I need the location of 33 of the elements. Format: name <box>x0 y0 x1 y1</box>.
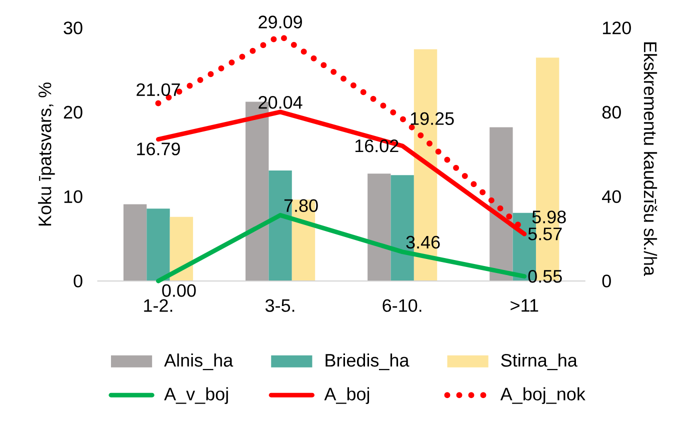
y-axis-title: Koku īpatsvars, % <box>38 82 55 226</box>
line-series <box>156 212 527 284</box>
bar <box>146 208 170 281</box>
data-label: 21.07 <box>136 83 180 96</box>
data-label: 19.25 <box>410 112 454 125</box>
y2-tick-label: 120 <box>602 22 631 34</box>
x-tick-label: 1-2. <box>144 299 172 312</box>
bar <box>170 216 194 281</box>
y2-axis-title: Ekskrementu kaudzīšu sk./ha <box>644 42 658 276</box>
legend-label: A_v_boj <box>164 387 228 404</box>
y-tick-label: 30 <box>64 22 82 34</box>
legend-label: Stirna_ha <box>501 353 578 370</box>
x-tick-label: >11 <box>510 299 538 312</box>
data-label: 29.09 <box>258 16 302 28</box>
x-tick-label: 6-10. <box>382 299 422 312</box>
bar <box>123 204 147 281</box>
data-label: 20.04 <box>258 96 302 109</box>
y-tick-label: 10 <box>64 190 82 204</box>
y-tick-label: 20 <box>64 106 82 119</box>
bar <box>490 127 513 281</box>
legend-label: Briedis_ha <box>326 353 410 370</box>
legend-label: Alnis_ha <box>164 353 234 370</box>
data-label: 16.02 <box>355 139 398 152</box>
legend-label: A_boj <box>324 387 370 404</box>
y2-tick-label: 80 <box>602 106 621 119</box>
data-label: 16.79 <box>137 142 180 156</box>
legend-label: A_boj_nok <box>500 387 586 404</box>
bar <box>368 174 391 281</box>
data-label: 0.00 <box>162 284 196 297</box>
y2-tick-label: 40 <box>602 190 621 204</box>
y-tick-label: 0 <box>74 274 82 288</box>
x-tick-label: 3-5. <box>265 299 294 312</box>
y2-tick-label: 0 <box>602 274 611 288</box>
